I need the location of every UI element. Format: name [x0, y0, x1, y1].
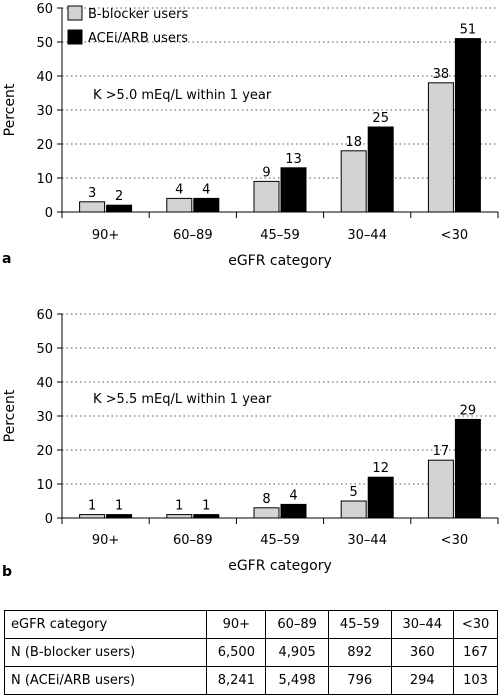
table-cell: eGFR category — [3, 610, 208, 639]
x-tick-label: 60–89 — [173, 533, 213, 548]
table-cell: 6,500 — [206, 638, 267, 667]
table-row: N (B-blocker users) 6,500 4,905 892 360 … — [3, 638, 498, 667]
y-tick-label: 10 — [36, 478, 53, 493]
data-label: 1 — [115, 499, 123, 514]
data-label: 1 — [175, 499, 183, 514]
y-tick-label: 60 — [36, 2, 53, 17]
data-label: 38 — [433, 67, 450, 82]
bar — [106, 514, 133, 519]
legend-label: ACEi/ARB users — [88, 31, 188, 46]
data-label: 18 — [345, 135, 362, 150]
data-label: 9 — [262, 165, 270, 180]
y-tick-label: 40 — [36, 70, 53, 85]
bar — [340, 150, 367, 213]
table-cell: 8,241 — [206, 666, 267, 695]
table-cell: 60–89 — [265, 610, 329, 639]
bar — [280, 167, 307, 213]
y-tick-label: 20 — [36, 138, 53, 153]
table-cell: N (B-blocker users) — [3, 638, 208, 667]
annotation: K >5.0 mEq/L within 1 year — [93, 88, 272, 103]
table-cell: 45–59 — [327, 610, 392, 639]
table-cell: 30–44 — [390, 610, 455, 639]
data-label: 2 — [115, 189, 123, 204]
data-label: 4 — [202, 182, 210, 197]
bar — [166, 197, 193, 213]
annotation: K >5.5 mEq/L within 1 year — [93, 392, 272, 407]
bar — [193, 514, 220, 519]
table-row: N (ACEi/ARB users) 8,241 5,498 796 294 1… — [3, 666, 498, 695]
x-tick-label: 30–44 — [347, 228, 387, 243]
data-label: 4 — [175, 182, 183, 197]
x-tick-label: <30 — [441, 533, 468, 548]
data-label: 12 — [372, 461, 389, 476]
x-tick-label: <30 — [441, 228, 468, 243]
table-cell: 4,905 — [265, 638, 329, 667]
x-axis-label: eGFR category — [228, 253, 332, 269]
y-tick-label: 40 — [36, 376, 53, 391]
panel-label: b — [2, 564, 12, 580]
data-label: 5 — [350, 485, 358, 500]
data-label: 3 — [88, 186, 96, 201]
data-label: 29 — [460, 403, 477, 418]
y-tick-label: 20 — [36, 444, 53, 459]
bar — [367, 476, 394, 519]
panel-label: a — [2, 251, 11, 267]
bar — [280, 503, 307, 519]
bar — [427, 459, 454, 519]
bar — [79, 201, 106, 213]
y-tick-label: 50 — [36, 342, 53, 357]
table-cell: <30 — [453, 610, 498, 639]
x-tick-label: 45–59 — [260, 228, 300, 243]
data-label: 1 — [202, 499, 210, 514]
bar — [193, 197, 220, 213]
bar — [253, 507, 280, 519]
data-label: 25 — [372, 111, 389, 126]
table-cell: 796 — [327, 666, 392, 695]
table-cell: 167 — [453, 638, 498, 667]
bar — [454, 418, 481, 519]
table-cell: 360 — [390, 638, 455, 667]
y-axis-label: Percent — [2, 389, 18, 442]
data-label: 13 — [285, 152, 302, 167]
table-header-row: eGFR category 90+ 60–89 45–59 30–44 <30 — [3, 610, 498, 639]
y-tick-label: 50 — [36, 36, 53, 51]
sample-size-table: eGFR category 90+ 60–89 45–59 30–44 <30 … — [3, 610, 498, 695]
y-tick-label: 60 — [36, 308, 53, 323]
data-label: 51 — [460, 23, 477, 38]
x-tick-label: 30–44 — [347, 533, 387, 548]
table-cell: 294 — [390, 666, 455, 695]
data-label: 17 — [433, 444, 450, 459]
x-axis-label: eGFR category — [228, 558, 332, 574]
y-tick-label: 10 — [36, 172, 53, 187]
data-label: 8 — [262, 492, 270, 507]
y-tick-label: 0 — [45, 512, 53, 527]
y-tick-label: 30 — [36, 104, 53, 119]
legend-label: B-blocker users — [88, 7, 188, 22]
bar — [427, 82, 454, 213]
table-cell: 892 — [327, 638, 392, 667]
data-label: 4 — [289, 488, 297, 503]
legend-swatch — [67, 29, 83, 45]
bar — [253, 180, 280, 213]
x-tick-label: 90+ — [92, 533, 119, 548]
legend-swatch — [67, 5, 83, 21]
table-cell: 103 — [453, 666, 498, 695]
bar — [340, 500, 367, 519]
table-cell: 5,498 — [265, 666, 329, 695]
table-cell: N (ACEi/ARB users) — [3, 666, 208, 695]
x-tick-label: 45–59 — [260, 533, 300, 548]
bar — [166, 514, 193, 519]
bar — [106, 204, 133, 213]
data-label: 1 — [88, 499, 96, 514]
x-tick-label: 60–89 — [173, 228, 213, 243]
y-axis-label: Percent — [2, 83, 18, 136]
x-tick-label: 90+ — [92, 228, 119, 243]
table-cell: 90+ — [206, 610, 267, 639]
bar — [79, 514, 106, 519]
y-tick-label: 0 — [45, 206, 53, 221]
y-tick-label: 30 — [36, 410, 53, 425]
bar — [454, 38, 481, 213]
bar — [367, 126, 394, 213]
